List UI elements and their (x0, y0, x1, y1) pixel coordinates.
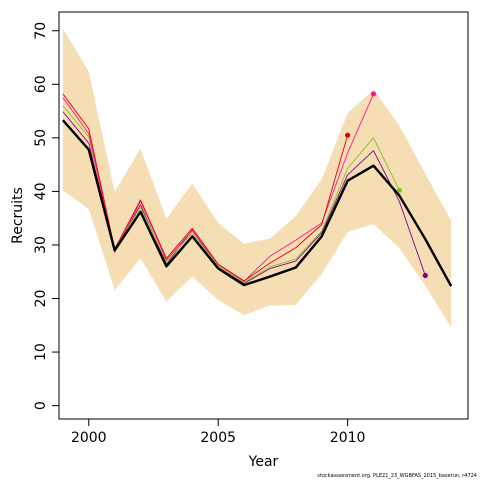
y-tick-label: 30 (33, 236, 49, 254)
y-tick-label: 70 (33, 22, 49, 40)
footnote: stockassessment.org, PLE21_23_WGBFAS_201… (317, 473, 477, 479)
y-tick-label: 40 (33, 182, 49, 200)
y-tick-label: 60 (33, 75, 49, 93)
x-tick-label: 2005 (200, 430, 236, 446)
series-line-1 (61, 119, 453, 287)
x-tick-label: 2010 (330, 430, 366, 446)
x-axis-label: Year (248, 454, 279, 470)
y-tick-label: 20 (33, 290, 49, 308)
series-end-point-2 (422, 272, 428, 279)
axis-layer: 2000 2005 2010 0 10 20 30 40 50 60 70 (33, 22, 365, 446)
series-end-point-4 (370, 91, 377, 97)
series-layer (61, 91, 453, 287)
x-tick-label: 2000 (71, 430, 107, 446)
series-end-point-5 (345, 132, 351, 138)
series-end-point-3 (396, 187, 403, 193)
y-tick-label: 50 (33, 129, 49, 147)
y-axis-label: Recruits (10, 187, 26, 244)
y-tick-label: 0 (33, 401, 49, 410)
y-tick-label: 10 (33, 343, 49, 361)
